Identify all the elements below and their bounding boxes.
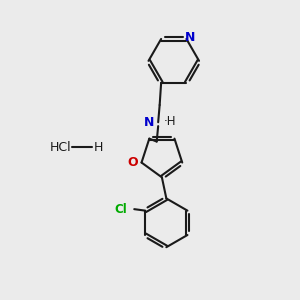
Text: N: N <box>185 31 195 44</box>
Text: ·H: ·H <box>164 115 176 128</box>
Text: O: O <box>127 156 138 169</box>
Text: Cl: Cl <box>115 202 128 216</box>
Text: N: N <box>144 116 154 129</box>
Text: H: H <box>93 140 103 154</box>
Text: HCl: HCl <box>50 140 72 154</box>
